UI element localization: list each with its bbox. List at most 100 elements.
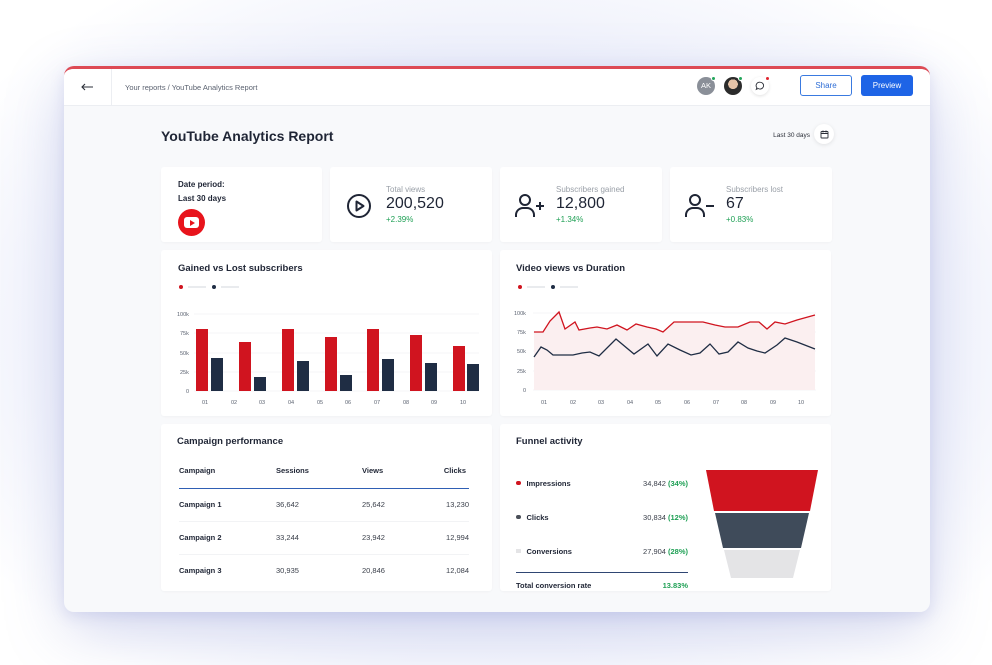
- date-period-card: Date period: Last 30 days: [161, 167, 322, 242]
- legend-square: [516, 548, 521, 554]
- date-period-value: Last 30 days: [178, 194, 227, 203]
- preview-button[interactable]: Preview: [861, 75, 913, 96]
- legend-dot-lost: [212, 285, 216, 289]
- video-views-chart-card: Video views vs Duration 100k 75k 50k 25k 0: [500, 250, 831, 416]
- line-chart: 100k 75k 50k 25k 0 01 02 03 04 05 06 07 08 09 10: [514, 310, 816, 406]
- table-row[interactable]: Campaign 3 30,935 20,846 12,084: [179, 566, 469, 576]
- svg-text:75k: 75k: [517, 330, 526, 336]
- breadcrumb[interactable]: Your reports / YouTube Analytics Report: [125, 82, 258, 92]
- calendar-button[interactable]: [814, 124, 834, 144]
- kpi-value: 200,520: [386, 195, 444, 212]
- svg-text:02: 02: [231, 400, 237, 406]
- funnel-row-conversions: Conversions 27,904 (28%): [516, 534, 688, 568]
- user-minus-icon: [685, 194, 714, 217]
- svg-text:09: 09: [431, 400, 437, 406]
- column-header[interactable]: Clicks: [432, 464, 469, 489]
- svg-text:04: 04: [288, 400, 294, 406]
- share-button[interactable]: Share: [800, 75, 852, 96]
- kpi-card-total-views: Total views 200,520 +2.39%: [330, 167, 492, 242]
- svg-text:100k: 100k: [514, 311, 526, 317]
- avatar-ak[interactable]: AK: [697, 75, 716, 95]
- youtube-logo-icon: [178, 209, 205, 236]
- svg-text:10: 10: [798, 400, 804, 406]
- top-bar: Your reports / YouTube Analytics Report …: [64, 69, 930, 106]
- svg-text:04: 04: [627, 400, 633, 406]
- column-header[interactable]: Campaign: [179, 464, 276, 489]
- svg-text:08: 08: [741, 400, 747, 406]
- svg-text:07: 07: [713, 400, 719, 406]
- svg-text:0: 0: [523, 388, 526, 394]
- date-period-label: Date period:: [178, 180, 225, 189]
- funnel-row-clicks: Clicks 30,834 (12%): [516, 500, 688, 534]
- svg-text:01: 01: [202, 400, 208, 406]
- kpi-value: 67: [726, 195, 744, 212]
- svg-text:09: 09: [770, 400, 776, 406]
- svg-text:03: 03: [598, 400, 604, 406]
- y-tick: 0: [186, 389, 189, 395]
- funnel-chart: [706, 470, 818, 578]
- funnel-title: Funnel activity: [516, 436, 583, 447]
- legend-dot-duration: [551, 285, 555, 289]
- svg-text:02: 02: [570, 400, 576, 406]
- svg-text:03: 03: [259, 400, 265, 406]
- legend-dot: [516, 480, 521, 486]
- user-plus-icon: [515, 194, 544, 217]
- kpi-card-subscribers-gained: Subscribers gained 12,800 +1.34%: [500, 167, 662, 242]
- svg-text:50k: 50k: [517, 349, 526, 355]
- svg-text:10: 10: [460, 400, 466, 406]
- kpi-card-subscribers-lost: Subscribers lost 67 +0.83%: [670, 167, 832, 242]
- funnel-activity-card: Funnel activity Impressions 34,842 (34%)…: [500, 424, 831, 591]
- table-header-row: Campaign Sessions Views Clicks: [179, 464, 469, 489]
- kpi-delta: +0.83%: [726, 215, 754, 224]
- legend-dot: [516, 514, 521, 520]
- kpi-label: Subscribers lost: [726, 185, 783, 194]
- y-tick: 75k: [180, 331, 189, 337]
- y-tick: 100k: [177, 312, 189, 318]
- legend-dot-gained: [179, 285, 183, 289]
- topbar-actions: AK Share Preview: [697, 75, 913, 96]
- chart-title: Video views vs Duration: [516, 263, 626, 274]
- y-tick: 50k: [180, 351, 189, 357]
- online-status-dot: [711, 75, 716, 81]
- svg-text:05: 05: [655, 400, 661, 406]
- svg-text:06: 06: [345, 400, 351, 406]
- campaign-table: Campaign Sessions Views Clicks Campaign …: [179, 464, 469, 587]
- play-circle-icon: [347, 194, 371, 218]
- table-row[interactable]: Campaign 1 36,642 25,642 13,230: [179, 488, 469, 522]
- table-row[interactable]: Campaign 2 33,244 23,942 12,994: [179, 521, 469, 555]
- chart-legend: [179, 285, 245, 289]
- page-title: YouTube Analytics Report: [161, 128, 334, 144]
- total-conversion-rate: Total conversion rate 13.83%: [516, 572, 688, 590]
- notification-badge: [765, 75, 770, 81]
- column-header[interactable]: Views: [362, 464, 432, 489]
- y-tick: 25k: [180, 370, 189, 376]
- comments-button[interactable]: [751, 75, 770, 95]
- kpi-delta: +2.39%: [386, 215, 414, 224]
- svg-text:08: 08: [403, 400, 409, 406]
- column-header[interactable]: Sessions: [276, 464, 362, 489]
- date-range-label[interactable]: Last 30 days: [773, 132, 810, 139]
- bar-chart: 100k 75k 50k 25k 0: [177, 312, 479, 406]
- kpi-value: 12,800: [556, 195, 605, 212]
- avatar-photo[interactable]: [724, 75, 743, 95]
- svg-text:07: 07: [374, 400, 380, 406]
- kpi-delta: +1.34%: [556, 215, 584, 224]
- calendar-icon: [820, 130, 828, 138]
- online-status-dot: [738, 75, 743, 81]
- funnel-legend: Impressions 34,842 (34%) Clicks 30,834 (…: [516, 466, 688, 590]
- kpi-label: Total views: [386, 185, 426, 194]
- legend-dot-views: [518, 285, 522, 289]
- svg-text:25k: 25k: [517, 369, 526, 375]
- chart-title: Gained vs Lost subscribers: [178, 263, 303, 274]
- chart-legend: [518, 285, 584, 289]
- arrow-left-icon: [81, 83, 93, 91]
- campaign-performance-card: Campaign performance Campaign Sessions V…: [161, 424, 492, 591]
- report-window: Your reports / YouTube Analytics Report …: [64, 66, 930, 612]
- chat-bubble-icon: [755, 81, 765, 90]
- svg-text:01: 01: [541, 400, 547, 406]
- avatar-initials: AK: [700, 81, 711, 90]
- kpi-label: Subscribers gained: [556, 185, 625, 194]
- svg-text:05: 05: [317, 400, 323, 406]
- back-button[interactable]: [64, 69, 112, 105]
- funnel-row-impressions: Impressions 34,842 (34%): [516, 466, 688, 500]
